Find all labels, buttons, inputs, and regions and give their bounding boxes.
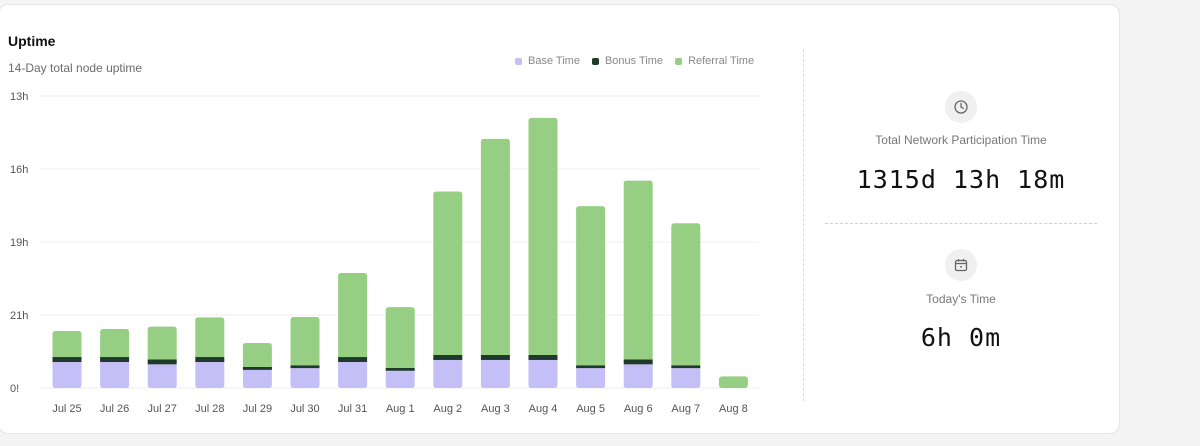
- bar-referral-time: [623, 180, 653, 360]
- bar-referral-time: [528, 117, 558, 356]
- bar-bonus-time: [100, 357, 130, 363]
- vertical-divider: [803, 49, 804, 401]
- card-subtitle: 14-Day total node uptime: [8, 61, 143, 75]
- bar-bonus-time: [623, 359, 653, 365]
- bar-referral-time: [147, 326, 177, 360]
- bar-bonus-time: [576, 365, 606, 369]
- x-tick-label: Jul 28: [195, 403, 224, 415]
- bar-referral-time: [671, 223, 701, 366]
- uptime-bar-chart: 0! 21h 19h 16h 13h Jul 25 Jul 26 Jul 27 Jul 28 Ju…: [10, 91, 759, 415]
- bar-bonus-time: [433, 355, 463, 360]
- total-participation-value: 1315d 13h 18m: [856, 165, 1066, 194]
- x-tick-label: Aug 6: [624, 403, 653, 415]
- bar-bonus-time: [52, 357, 82, 363]
- y-tick-label: 0!: [10, 383, 19, 395]
- x-tick-label: Aug 4: [529, 403, 558, 415]
- bar-base-time: [623, 364, 653, 388]
- y-tick-label: 13h: [10, 91, 28, 103]
- uptime-card: Uptime 14-Day total node uptime Base Tim…: [0, 4, 1120, 434]
- bar-base-time: [576, 368, 606, 388]
- bar-bonus-time: [338, 357, 368, 363]
- legend-item-base[interactable]: Base Time: [515, 55, 580, 67]
- y-tick-label: 21h: [10, 310, 28, 322]
- bar-base-time: [671, 368, 701, 388]
- horizontal-divider: [825, 223, 1097, 224]
- bar-base-time: [528, 359, 558, 388]
- legend-item-bonus[interactable]: Bonus Time: [591, 55, 664, 67]
- bar-referral-time: [718, 376, 748, 388]
- bar-base-time: [338, 362, 368, 388]
- x-tick-label: Jul 25: [52, 403, 81, 415]
- bar-referral-time: [576, 206, 606, 366]
- bar-bonus-time: [195, 357, 225, 363]
- bar-base-time: [147, 364, 177, 388]
- x-tick-label: Aug 1: [386, 403, 415, 415]
- x-tick-label: Aug 3: [481, 403, 510, 415]
- today-time-value: 6h 0m: [920, 323, 1002, 352]
- y-tick-label: 16h: [10, 164, 28, 176]
- bar-base-time: [52, 362, 82, 388]
- y-tick-label: 19h: [10, 237, 28, 249]
- legend-label-base: Base Time: [528, 55, 580, 67]
- bar-base-time: [195, 362, 225, 388]
- bar-bonus-time: [385, 367, 415, 371]
- x-tick-label: Jul 30: [290, 403, 319, 415]
- bar-bonus-time: [242, 366, 272, 370]
- bar-referral-time: [195, 317, 225, 358]
- x-tick-label: Jul 29: [243, 403, 272, 415]
- x-tick-label: Jul 26: [100, 403, 129, 415]
- x-tick-label: Jul 31: [338, 403, 367, 415]
- calendar-icon: [945, 249, 977, 281]
- x-tick-label: Aug 5: [576, 403, 605, 415]
- bar-bonus-time: [480, 355, 510, 360]
- bar-referral-time: [52, 331, 82, 358]
- bar-base-time: [480, 359, 510, 388]
- bar-referral-time: [100, 329, 130, 358]
- bar-referral-time: [338, 272, 368, 358]
- bar-bonus-time: [528, 355, 558, 360]
- chart-legend: Base Time Bonus Time Referral Time: [515, 55, 754, 67]
- clock-icon: [945, 91, 977, 123]
- bar-referral-time: [385, 307, 415, 368]
- today-time-label: Today's Time: [926, 292, 996, 306]
- bar-base-time: [100, 362, 130, 388]
- card-title: Uptime: [8, 33, 56, 49]
- bar-referral-time: [290, 317, 320, 366]
- bar-referral-time: [242, 343, 272, 367]
- total-participation-label: Total Network Participation Time: [875, 133, 1047, 147]
- bar-base-time: [433, 359, 463, 388]
- bar-bonus-time: [290, 365, 320, 369]
- legend-swatch-bonus: [591, 57, 599, 65]
- x-tick-label: Jul 27: [148, 403, 177, 415]
- legend-swatch-referral: [675, 57, 683, 65]
- x-tick-label: Aug 2: [433, 403, 462, 415]
- bar-base-time: [242, 369, 272, 388]
- bar-bonus-time: [147, 359, 177, 365]
- bar-base-time: [290, 368, 320, 388]
- legend-item-referral[interactable]: Referral Time: [675, 55, 754, 67]
- legend-label-bonus: Bonus Time: [604, 55, 664, 67]
- bar-referral-time: [433, 191, 463, 356]
- x-tick-label: Aug 8: [719, 403, 748, 415]
- x-tick-label: Aug 7: [671, 403, 700, 415]
- legend-label-referral: Referral Time: [688, 55, 755, 67]
- legend-swatch-base: [515, 57, 522, 65]
- bar-referral-time: [480, 138, 510, 356]
- bar-base-time: [385, 370, 415, 388]
- bar-bonus-time: [671, 365, 701, 369]
